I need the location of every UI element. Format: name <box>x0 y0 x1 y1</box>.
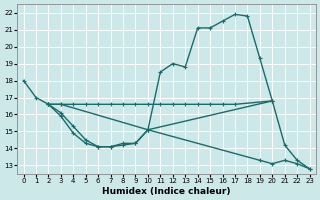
X-axis label: Humidex (Indice chaleur): Humidex (Indice chaleur) <box>102 187 231 196</box>
